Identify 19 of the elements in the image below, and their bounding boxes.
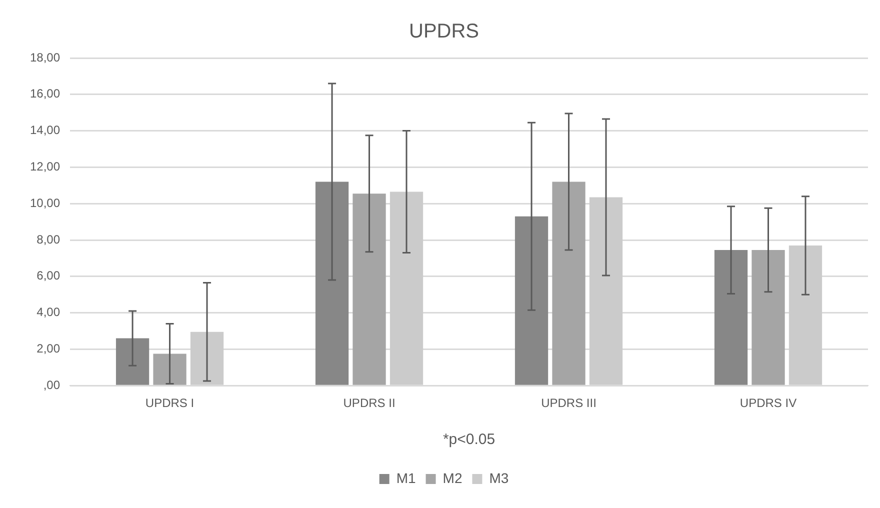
x-tick-label: UPDRS IV: [740, 396, 797, 410]
y-tick-label: 14,00: [30, 123, 60, 138]
x-tick-label: UPDRS II: [343, 396, 396, 410]
text: *p<0.05: [442, 431, 496, 448]
y-tick-label: 6,00: [36, 268, 60, 283]
y-tick-label: ,00: [43, 378, 60, 392]
y-tick-label: 16,00: [30, 86, 60, 101]
y-tick-label: 8,00: [36, 232, 60, 246]
legend-label: M1: [396, 470, 416, 486]
y-tick-label: 18,00: [30, 50, 60, 64]
chart-title: UPDRS: [408, 20, 480, 43]
y-tick-label: 12,00: [30, 160, 60, 174]
x-tick-label: UPDRS III: [541, 396, 596, 410]
y-tick-label: 10,00: [30, 196, 60, 210]
y-tick-label: 4,00: [36, 305, 60, 320]
y-tick-label: 2,00: [36, 342, 60, 356]
legend-label: M3: [489, 470, 509, 486]
x-tick-label: UPDRS I: [145, 396, 194, 410]
legend-label: M2: [442, 470, 462, 486]
